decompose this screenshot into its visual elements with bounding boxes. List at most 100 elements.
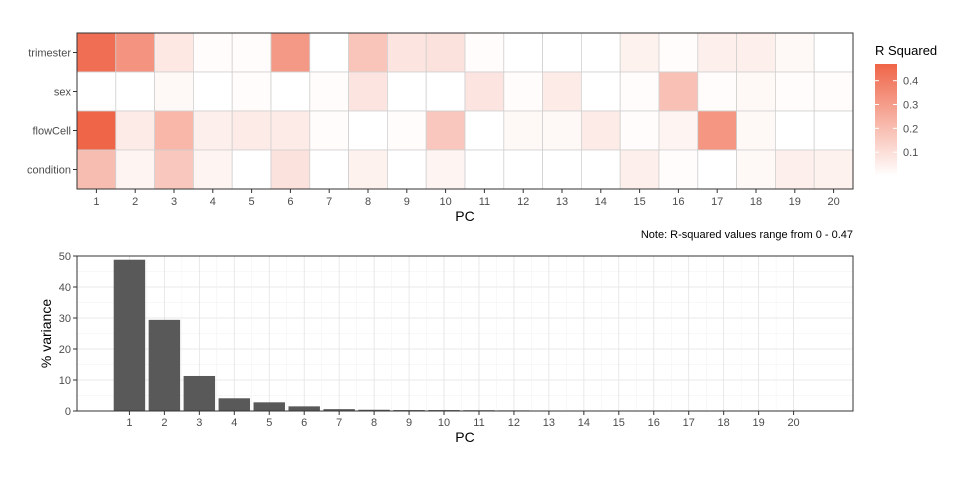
bar-x-tick-label: 9 [406, 417, 412, 429]
heatmap-x-tick-label: 1 [93, 196, 99, 208]
heatmap-cell [775, 71, 815, 112]
heatmap-x-tick-label: 12 [517, 196, 529, 208]
heatmap-cell [542, 149, 582, 190]
heatmap-cell [154, 32, 194, 73]
heatmap-cell [464, 149, 505, 190]
heatmap-x-axis-title: PC [455, 208, 474, 224]
variance-bar [323, 409, 355, 411]
heatmap-cell [542, 71, 582, 112]
heatmap-cell [115, 149, 156, 190]
heatmap-x-tick-label: 17 [711, 196, 723, 208]
heatmap-cell [619, 71, 660, 112]
heatmap-cell [76, 71, 117, 112]
heatmap-cell [619, 32, 660, 73]
heatmap-cell [309, 110, 349, 151]
variance-bar [358, 409, 390, 411]
heatmap-cell [736, 110, 776, 151]
heatmap-cell [115, 110, 156, 151]
heatmap-cell [619, 110, 660, 151]
heatmap-panel-border [76, 32, 854, 190]
heatmap-cell [231, 149, 272, 190]
heatmap-cell [348, 149, 388, 190]
heatmap-cell [76, 149, 117, 190]
heatmap-x-tick-label: 3 [171, 196, 177, 208]
bar-x-tick-label: 5 [266, 417, 272, 429]
legend-tick-label: 0.1 [903, 147, 918, 159]
bar-y-tick-label: 50 [59, 251, 71, 263]
heatmap-x-tick-label: 10 [439, 196, 451, 208]
heatmap-cell [348, 110, 388, 151]
bar-x-tick-label: 11 [473, 417, 484, 429]
heatmap-cell [309, 32, 349, 73]
heatmap-cell [658, 32, 699, 73]
heatmap-cell [658, 71, 699, 112]
bar-x-tick-label: 1 [126, 417, 132, 429]
heatmap-cell [581, 149, 621, 190]
heatmap-cell [658, 149, 699, 190]
heatmap-x-tick-label: 6 [287, 196, 293, 208]
heatmap-y-tick-label: flowCell [32, 126, 71, 138]
bar-y-tick-label: 10 [59, 375, 71, 387]
bar-x-tick-label: 4 [231, 417, 237, 429]
heatmap-y-tick-label: condition [27, 165, 71, 177]
heatmap-cell [425, 110, 466, 151]
heatmap-cell [736, 149, 776, 190]
heatmap-cell [813, 149, 854, 190]
bar-y-axis-title: % variance [38, 299, 54, 368]
heatmap-cells [76, 32, 854, 190]
heatmap-x-tick-label: 5 [249, 196, 255, 208]
heatmap-cell [581, 71, 621, 112]
heatmap-cell [697, 32, 737, 73]
bar-x-tick-label: 20 [787, 417, 799, 429]
heatmap-x-tick-label: 2 [132, 196, 138, 208]
legend-tick-label: 0.3 [903, 100, 918, 112]
bar-y-tick-label: 0 [65, 406, 71, 418]
variance-bar [288, 406, 320, 411]
bar-x-tick-label: 7 [336, 417, 342, 429]
heatmap-cell [581, 110, 621, 151]
heatmap-x-tick-label: 4 [210, 196, 216, 208]
legend-colorbar [875, 64, 897, 176]
bar-x-tick-label: 17 [683, 417, 695, 429]
heatmap-cell [154, 149, 194, 190]
bar-x-tick-label: 18 [718, 417, 730, 429]
heatmap-cell [581, 32, 621, 73]
heatmap-cell [231, 71, 272, 112]
heatmap-cell [192, 32, 233, 73]
heatmap-cell [192, 110, 233, 151]
heatmap-cell [619, 149, 660, 190]
heatmap-x-tick-label: 18 [750, 196, 762, 208]
bar-x-tick-label: 15 [613, 417, 625, 429]
heatmap-x-tick-label: 14 [595, 196, 607, 208]
bar-panel-border [76, 255, 854, 412]
bar-x-tick-label: 2 [161, 417, 167, 429]
bar-x-tick-label: 16 [648, 417, 660, 429]
heatmap-cell [309, 71, 349, 112]
heatmap-cell [775, 149, 815, 190]
heatmap-cell [115, 32, 156, 73]
heatmap-y-tick-label: sex [54, 87, 72, 99]
bar-y-tick-label: 20 [59, 344, 71, 356]
bar-y-tick-label: 30 [59, 313, 71, 325]
legend-ticks: 0.1 0.2 0.3 0.4 [875, 76, 918, 159]
heatmap-cell [309, 149, 349, 190]
bar-series [113, 259, 810, 411]
heatmap-cell [115, 71, 156, 112]
heatmap-cell [697, 71, 737, 112]
r-squared-range-note: Note: R-squared values range from 0 - 0.… [641, 229, 853, 241]
variance-bar [253, 402, 285, 411]
heatmap-cell [425, 32, 466, 73]
heatmap-cell [231, 32, 272, 73]
heatmap-x-tick-label: 15 [633, 196, 645, 208]
heatmap-x-tick-label: 8 [365, 196, 371, 208]
heatmap-x-tick-label: 19 [789, 196, 801, 208]
heatmap-cell [192, 149, 233, 190]
bar-x-tick-label: 3 [196, 417, 202, 429]
heatmap-cell [697, 110, 737, 151]
heatmap-cell [270, 110, 311, 151]
r-squared-legend: R Squared 0.1 0.2 0.3 0.4 [875, 43, 937, 176]
bar-x-tick-label: 8 [371, 417, 377, 429]
heatmap-cell [736, 32, 776, 73]
bar-x-ticks: 1 2 3 4 5 6 7 8 9 10 11 12 13 14 15 16 17 18 19 20 [126, 411, 800, 429]
heatmap-x-tick-label: 16 [672, 196, 684, 208]
